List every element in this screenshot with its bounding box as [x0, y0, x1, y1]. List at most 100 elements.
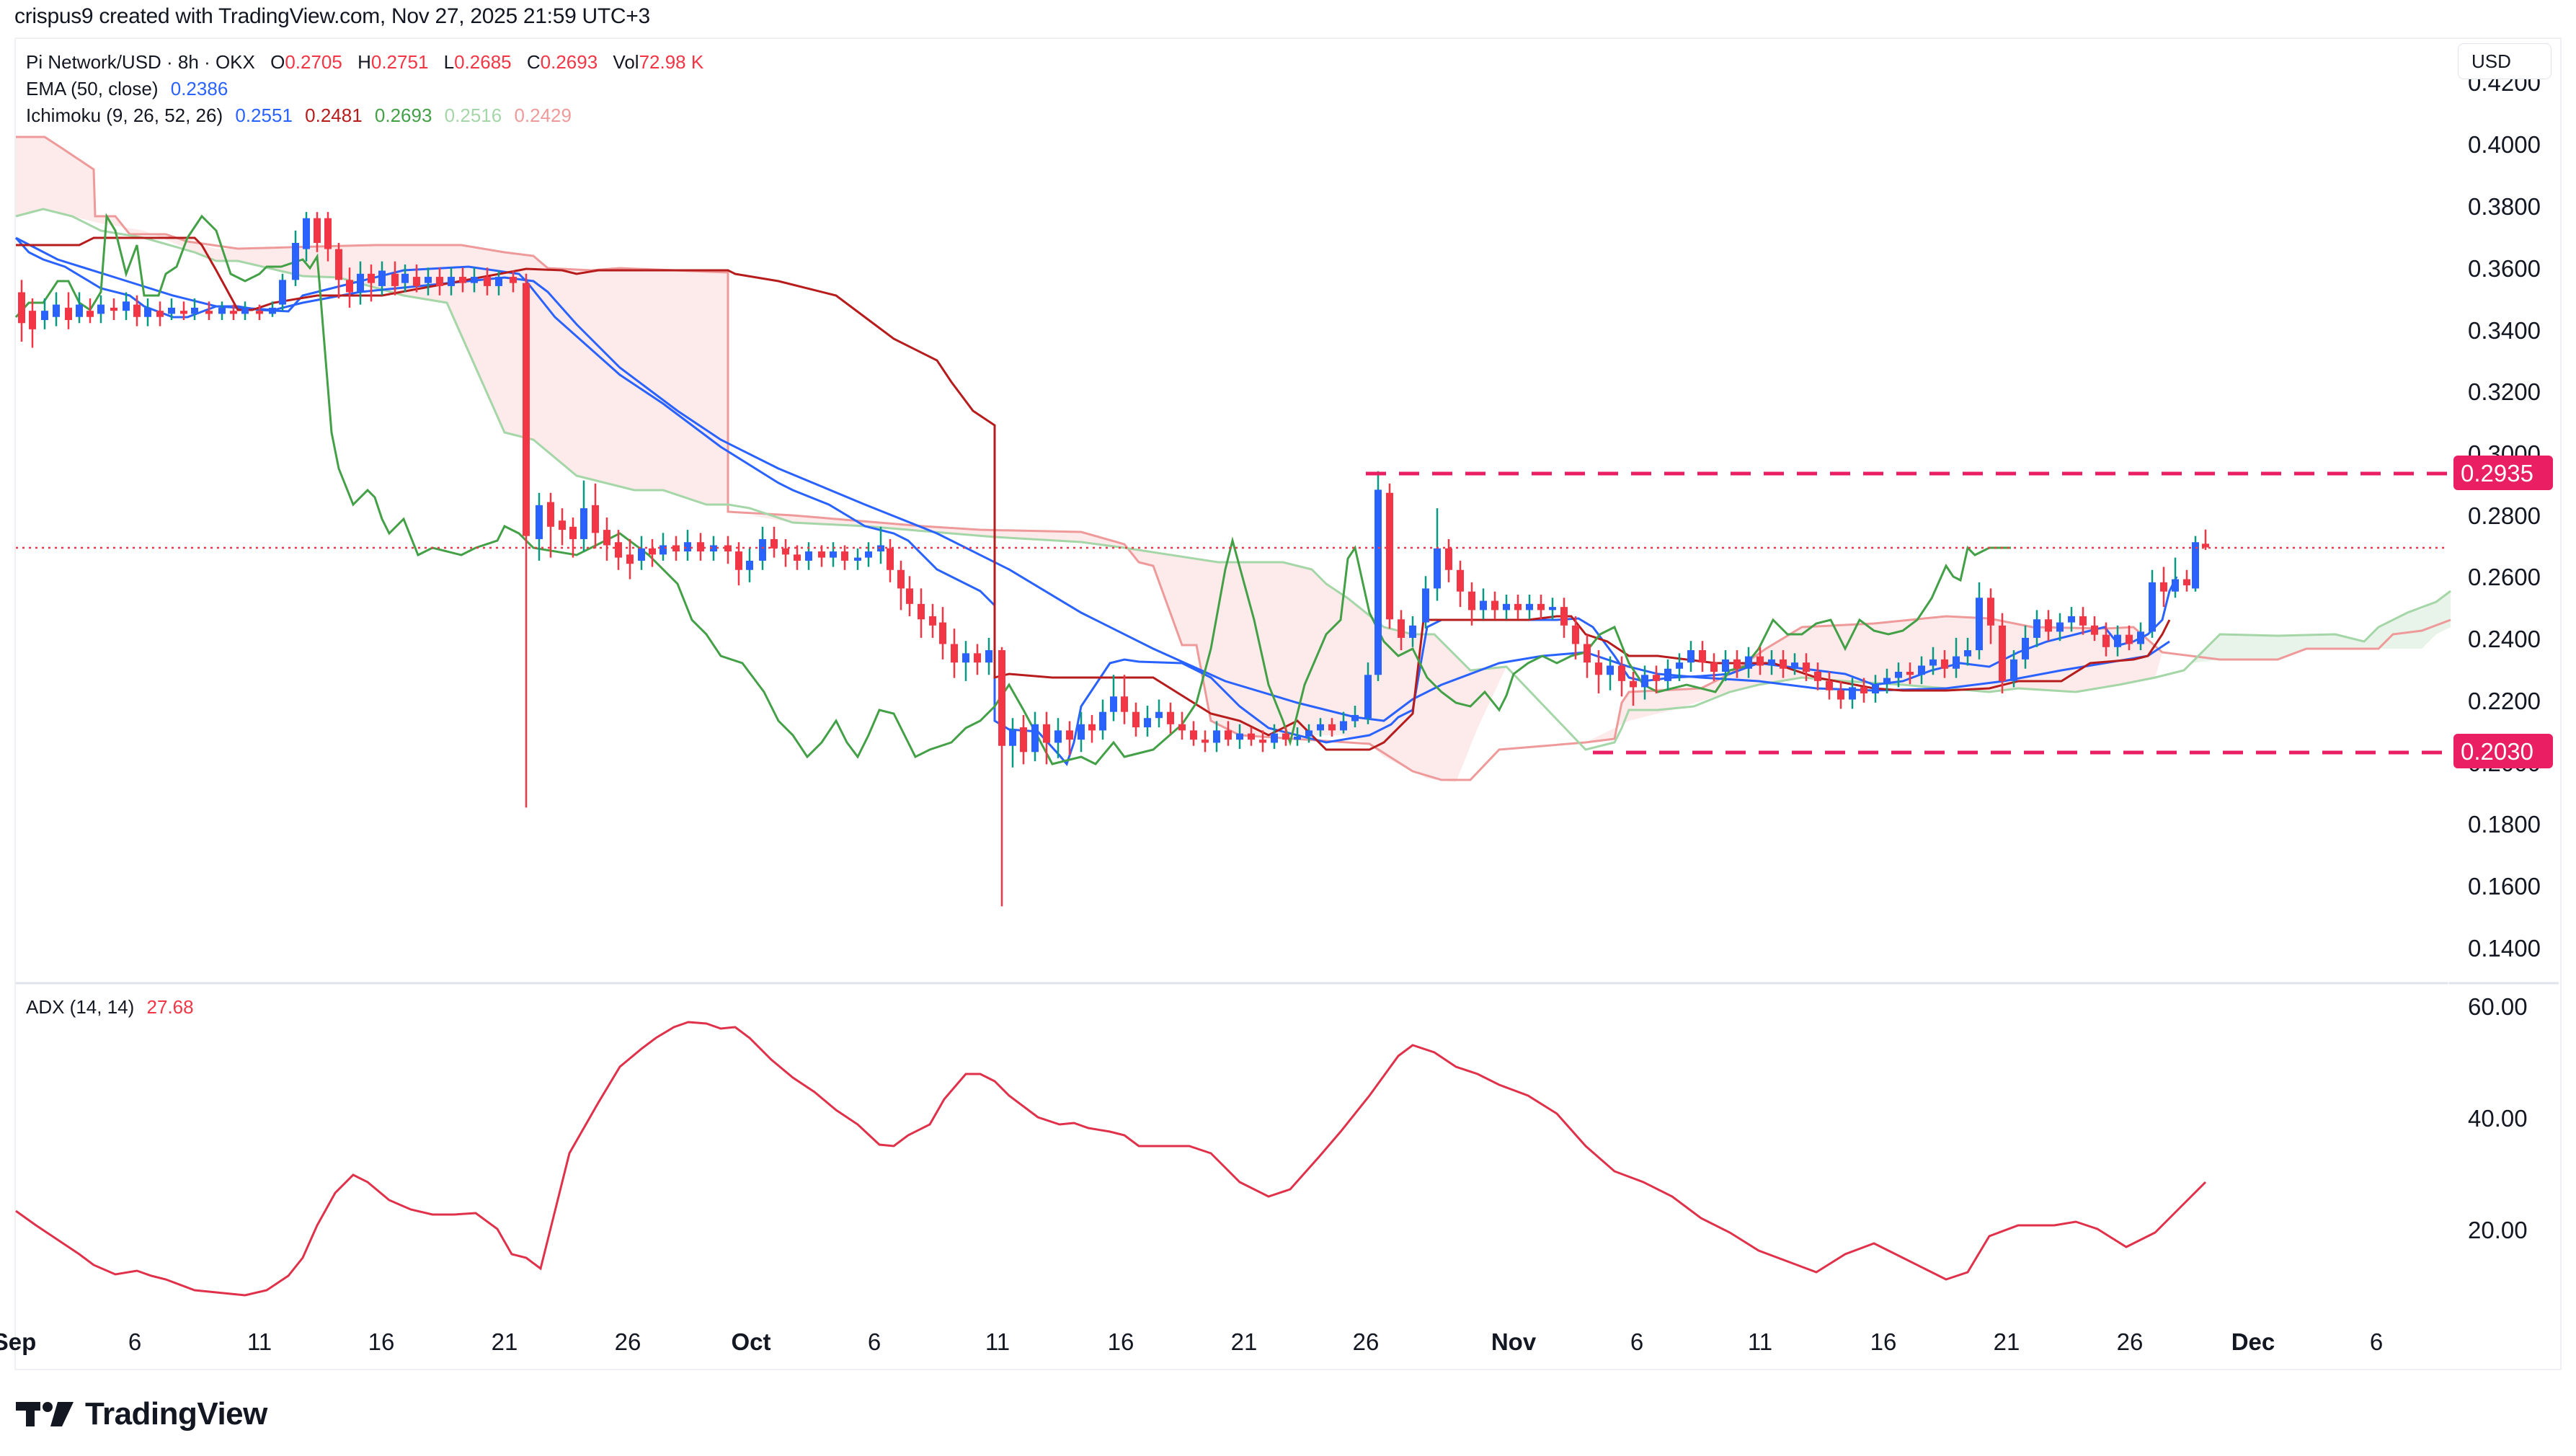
chart-attribution: crispus9 created with TradingView.com, N…: [14, 4, 650, 28]
candle-body: [76, 304, 83, 317]
resistance-price-tag[interactable]: 0.2935: [2453, 456, 2553, 490]
tradingview-logo-text: TradingView: [85, 1396, 267, 1431]
candle-body: [1020, 727, 1027, 753]
candle-body: [2045, 619, 2052, 632]
candle-body: [603, 530, 610, 546]
candle-body: [1710, 662, 1718, 672]
ema-label: EMA (50, close): [26, 78, 159, 99]
candle-body: [1664, 668, 1671, 681]
candle-body: [974, 653, 981, 663]
candle-body: [1584, 644, 1591, 663]
candle-body: [2102, 634, 2110, 647]
candle-body: [1213, 730, 1220, 743]
candle-body: [269, 307, 276, 314]
candle-body: [1676, 662, 1683, 669]
candle-body: [1155, 711, 1163, 719]
candle-body: [547, 502, 554, 527]
ichimoku-span-a-value: 0.2516: [444, 105, 502, 126]
candle-body: [180, 311, 187, 314]
candle-body: [123, 301, 130, 311]
candle-body: [1895, 672, 1902, 678]
currency-button[interactable]: USD: [2458, 43, 2551, 79]
symbol-legend-row[interactable]: Pi Network/USD · 8h · OKX O0.2705 H0.275…: [26, 49, 703, 76]
ichimoku-cloud: [16, 137, 2451, 782]
candlestick-series[interactable]: [18, 212, 2209, 907]
candle-body: [962, 653, 969, 663]
candle-body: [523, 283, 530, 536]
candle-body: [865, 551, 872, 558]
time-axis[interactable]: Sep 6 11 16 21 26 Oct 6 11 16 21 26 Nov …: [0, 1328, 2383, 1355]
adx-axis[interactable]: 60.00 40.00 20.00: [2468, 993, 2528, 1243]
time-tick: 26: [1353, 1328, 1380, 1355]
candle-body: [1595, 662, 1602, 675]
candle-body: [292, 242, 299, 280]
candle-body: [230, 311, 237, 314]
time-tick-month: Sep: [0, 1328, 36, 1355]
candle-body: [1630, 680, 1637, 688]
candle-body: [1305, 730, 1313, 737]
candle-body: [805, 551, 812, 561]
candle-body: [335, 249, 342, 280]
candle-body: [324, 218, 332, 249]
candle-body: [770, 538, 778, 549]
candle-body: [818, 551, 825, 558]
candle-body: [1826, 680, 1833, 691]
adx-label: ADX (14, 14): [26, 996, 135, 1018]
candle-body: [436, 277, 443, 286]
candle-body: [2160, 582, 2167, 592]
candle-body: [659, 545, 667, 555]
candle-body: [897, 569, 905, 589]
ichimoku-kijun-line: [16, 236, 2171, 751]
candle-body: [413, 277, 420, 286]
adx-value: 27.68: [146, 996, 194, 1018]
candle-body: [1699, 650, 1706, 663]
resistance-price-text: 0.2935: [2461, 460, 2533, 487]
adx-line: [15, 1021, 2207, 1297]
candle-body: [1883, 678, 1891, 685]
candle-body: [1745, 656, 1752, 669]
candle-body: [510, 277, 517, 283]
candle-body: [1190, 730, 1197, 740]
candle-body: [110, 307, 117, 311]
candle-body: [1271, 733, 1278, 743]
candle-body: [1364, 675, 1372, 719]
candle-body: [1054, 730, 1062, 743]
candle-body: [2149, 582, 2156, 632]
candle-body: [1043, 724, 1050, 743]
candle-body: [649, 548, 656, 555]
candle-body: [998, 650, 1005, 746]
candle-body: [1374, 489, 1382, 675]
high-value: 0.2751: [370, 51, 429, 73]
candle-body: [1560, 607, 1568, 626]
ema-legend-row[interactable]: EMA (50, close) 0.2386: [26, 76, 703, 102]
candle-body: [357, 273, 364, 293]
candle-body: [156, 311, 164, 317]
tradingview-logo[interactable]: TradingView: [16, 1396, 267, 1432]
candle-body: [1132, 711, 1140, 728]
candle-body: [1491, 600, 1498, 611]
candle-body: [536, 505, 543, 539]
support-price-text: 0.2030: [2461, 738, 2533, 765]
candle-body: [1514, 603, 1522, 611]
chart-panel[interactable]: [14, 37, 2562, 1370]
candle-body: [1398, 619, 1405, 638]
candle-body: [1918, 665, 1925, 675]
ichimoku-legend-row[interactable]: Ichimoku (9, 26, 52, 26) 0.2551 0.2481 0…: [26, 102, 703, 129]
candle-body: [1503, 603, 1510, 611]
candle-body: [1434, 548, 1441, 589]
candle-body: [484, 277, 491, 286]
candle-body: [1549, 607, 1556, 611]
candle-body: [2068, 616, 2075, 623]
candle-body: [1340, 721, 1347, 731]
price-axis[interactable]: 0.4200 0.4000 0.3800 0.3600 0.3400 0.320…: [2468, 69, 2541, 962]
support-price-tag[interactable]: 0.2030: [2453, 734, 2553, 768]
candle-body: [1088, 724, 1096, 731]
adx-legend[interactable]: ADX (14, 14) 27.68: [26, 996, 194, 1018]
ichimoku-tenkan-value: 0.2551: [235, 105, 293, 126]
candle-body: [794, 554, 801, 561]
candle-body: [1618, 665, 1625, 681]
candle-body: [1236, 733, 1243, 740]
candle-body: [303, 218, 310, 249]
candle-body: [918, 603, 925, 620]
